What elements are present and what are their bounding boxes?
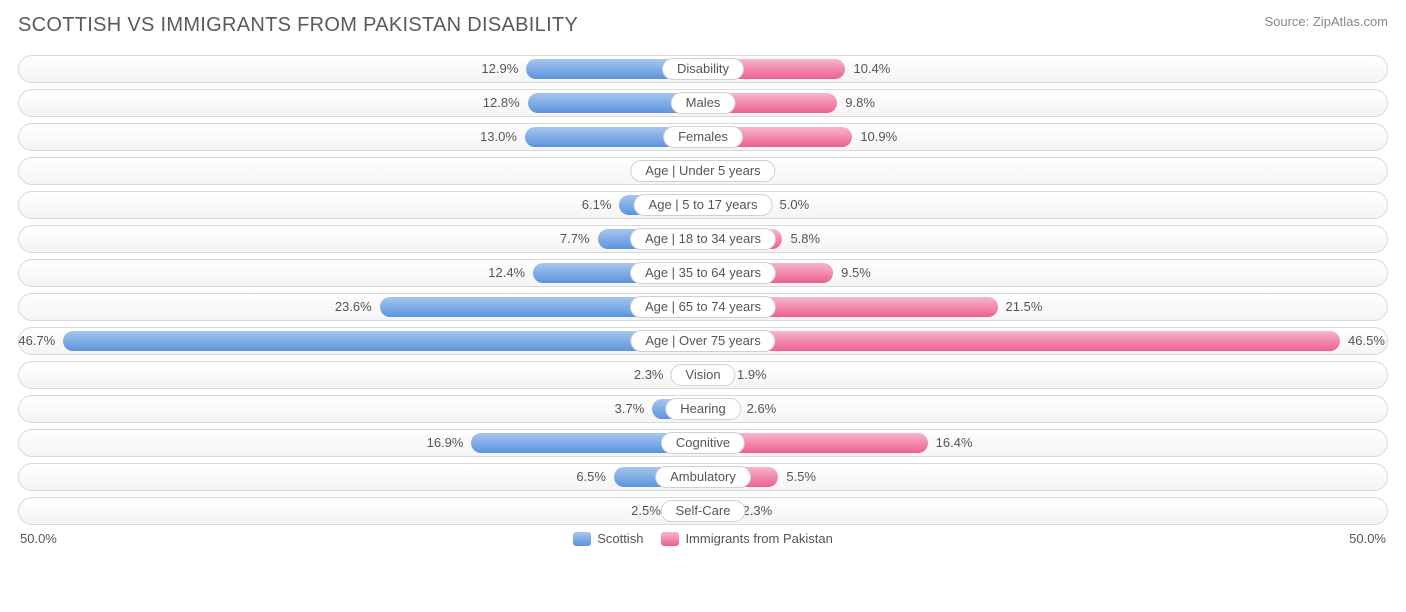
chart-row: 7.7% 5.8% Age | 18 to 34 years <box>18 225 1388 253</box>
bar-right <box>703 331 1340 351</box>
value-right: 21.5% <box>1006 293 1043 321</box>
chart-footer: 50.0% Scottish Immigrants from Pakistan … <box>18 531 1388 546</box>
category-label: Ambulatory <box>655 466 751 488</box>
axis-max-right: 50.0% <box>1349 531 1386 546</box>
chart-row: 46.7% 46.5% Age | Over 75 years <box>18 327 1388 355</box>
value-right: 16.4% <box>936 429 973 457</box>
chart-title: SCOTTISH VS IMMIGRANTS FROM PAKISTAN DIS… <box>18 14 578 37</box>
category-label: Age | Under 5 years <box>630 160 775 182</box>
legend-label-right: Immigrants from Pakistan <box>685 531 832 546</box>
value-left: 12.8% <box>483 89 520 117</box>
legend: Scottish Immigrants from Pakistan <box>573 531 833 546</box>
chart-header: SCOTTISH VS IMMIGRANTS FROM PAKISTAN DIS… <box>18 14 1388 37</box>
value-right: 10.4% <box>853 55 890 83</box>
value-right: 5.8% <box>790 225 820 253</box>
category-label: Vision <box>670 364 735 386</box>
chart-row: 12.8% 9.8% Males <box>18 89 1388 117</box>
chart-row: 2.3% 1.9%Vision <box>18 361 1388 389</box>
bar-left <box>63 331 703 351</box>
value-left: 12.4% <box>488 259 525 287</box>
value-right: 1.9% <box>737 361 767 389</box>
category-label: Age | 35 to 64 years <box>630 262 776 284</box>
value-left: 6.1% <box>582 191 612 219</box>
category-label: Disability <box>662 58 744 80</box>
chart-row: 6.1% 5.0% Age | 5 to 17 years <box>18 191 1388 219</box>
value-right: 5.5% <box>786 463 816 491</box>
diverging-bar-chart: 12.9%10.4%Disability12.8%9.8%Males13.0%1… <box>18 55 1388 525</box>
chart-row: 3.7% 2.6% Hearing <box>18 395 1388 423</box>
value-right: 5.0% <box>780 191 810 219</box>
chart-row: 16.9% 16.4% Cognitive <box>18 429 1388 457</box>
category-label: Age | Over 75 years <box>630 330 775 352</box>
category-label: Self-Care <box>661 500 746 522</box>
legend-swatch-right <box>661 532 679 546</box>
value-left: 7.7% <box>560 225 590 253</box>
value-left: 2.5% <box>631 497 661 525</box>
legend-swatch-left <box>573 532 591 546</box>
value-right: 9.5% <box>841 259 871 287</box>
category-label: Age | 18 to 34 years <box>630 228 776 250</box>
value-left: 12.9% <box>481 55 518 83</box>
value-right: 10.9% <box>860 123 897 151</box>
legend-item-right: Immigrants from Pakistan <box>661 531 832 546</box>
value-left: 16.9% <box>427 429 464 457</box>
value-left: 13.0% <box>480 123 517 151</box>
chart-row: 2.5% 2.3%Self-Care <box>18 497 1388 525</box>
value-right: 2.3% <box>743 497 773 525</box>
category-label: Cognitive <box>661 432 745 454</box>
chart-row: 12.9% 10.4% Disability <box>18 55 1388 83</box>
category-label: Age | 65 to 74 years <box>630 296 776 318</box>
value-left: 6.5% <box>576 463 606 491</box>
category-label: Hearing <box>665 398 741 420</box>
category-label: Males <box>671 92 736 114</box>
category-label: Females <box>663 126 743 148</box>
value-right: 46.5% <box>1348 327 1385 355</box>
chart-row: 23.6% 21.5% Age | 65 to 74 years <box>18 293 1388 321</box>
value-left: 46.7% <box>18 327 55 355</box>
value-right: 9.8% <box>845 89 875 117</box>
value-left: 2.3% <box>634 361 664 389</box>
chart-row: 1.6%1.1%Age | Under 5 years <box>18 157 1388 185</box>
chart-row: 12.4% 9.5% Age | 35 to 64 years <box>18 259 1388 287</box>
value-left: 23.6% <box>335 293 372 321</box>
chart-row: 13.0% 10.9% Females <box>18 123 1388 151</box>
axis-max-left: 50.0% <box>20 531 57 546</box>
value-left: 3.7% <box>615 395 645 423</box>
chart-row: 6.5% 5.5% Ambulatory <box>18 463 1388 491</box>
value-right: 2.6% <box>747 395 777 423</box>
legend-label-left: Scottish <box>597 531 643 546</box>
legend-item-left: Scottish <box>573 531 643 546</box>
chart-source: Source: ZipAtlas.com <box>1264 14 1388 29</box>
category-label: Age | 5 to 17 years <box>634 194 773 216</box>
